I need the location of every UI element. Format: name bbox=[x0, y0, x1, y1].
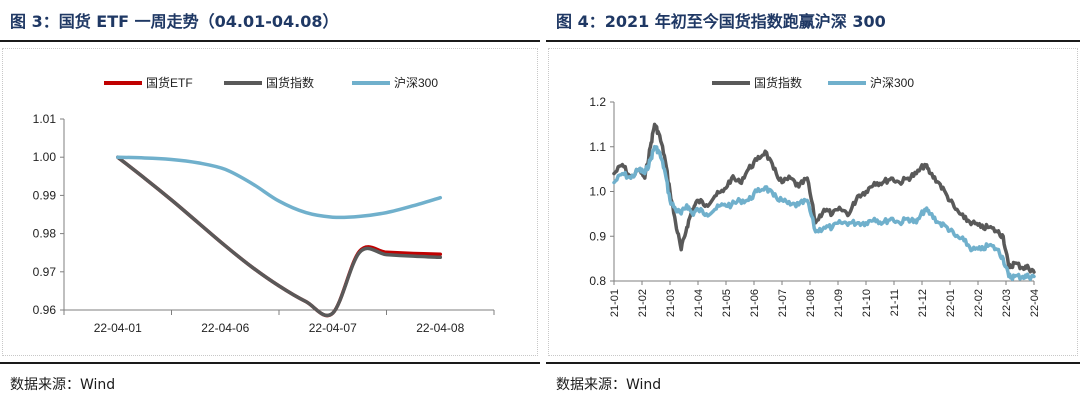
x-tick-label: 22-03 bbox=[1001, 289, 1013, 317]
y-tick-label: 0.98 bbox=[33, 227, 57, 241]
y-tick-label: 1.1 bbox=[589, 140, 606, 154]
y-tick-label: 0.99 bbox=[33, 188, 57, 202]
series-line bbox=[116, 155, 443, 318]
legend-label: 沪深300 bbox=[394, 76, 438, 90]
legend-label: 沪深300 bbox=[870, 76, 914, 90]
x-tick-label: 21-07 bbox=[777, 289, 789, 317]
y-tick-label: 0.96 bbox=[33, 303, 57, 317]
y-tick-label: 1.00 bbox=[33, 150, 57, 164]
legend-label: 国货指数 bbox=[754, 75, 802, 90]
chart-title: 图 4：2021 年初至今国货指数跑赢沪深 300 bbox=[556, 12, 886, 31]
data-source: 数据来源：Wind bbox=[556, 377, 662, 393]
plot-frame bbox=[2, 48, 538, 356]
x-tick-label: 21-06 bbox=[749, 289, 761, 317]
x-tick-label: 21-03 bbox=[665, 289, 677, 317]
x-tick-label: 22-04 bbox=[1029, 289, 1041, 317]
legend-label: 国货指数 bbox=[266, 75, 314, 90]
legend-label: 国货ETF bbox=[146, 75, 193, 90]
series-line bbox=[612, 144, 1036, 282]
index-vs-csi300-chart: 0.8 0.9 1.0 1.1 1.2 21-01 21-02 21-03 21-04 21-05… bbox=[589, 75, 1041, 317]
series-line bbox=[116, 155, 443, 220]
x-tick-label: 21-04 bbox=[693, 289, 705, 317]
plot-frame bbox=[548, 48, 1078, 356]
title-rule bbox=[546, 40, 1080, 42]
x-tick-label: 22-01 bbox=[945, 289, 957, 317]
source-rule bbox=[546, 362, 1080, 364]
chart-panel-left: 图 3：国货 ETF 一周走势（04.01-04.08） 0.96 0.97 0.9… bbox=[0, 12, 540, 393]
x-tick-label: 21-01 bbox=[609, 289, 621, 317]
etf-weekly-chart: 0.96 0.97 0.98 0.99 1.00 1.01 22-04-01 22-04-06… bbox=[33, 75, 495, 335]
y-tick-label: 0.97 bbox=[33, 265, 57, 279]
y-tick-label: 1.2 bbox=[589, 95, 606, 109]
source-rule bbox=[0, 362, 540, 364]
y-tick-label: 1.0 bbox=[589, 185, 606, 199]
chart-panel-right: 图 4：2021 年初至今国货指数跑赢沪深 300 0.8 0.9 1.0 1.1 1.… bbox=[546, 0, 1080, 407]
x-tick-label: 21-11 bbox=[889, 289, 901, 316]
y-tick-label: 0.9 bbox=[589, 229, 606, 243]
x-tick-label: 22-04-07 bbox=[309, 321, 357, 335]
x-tick-label: 21-09 bbox=[833, 289, 845, 317]
chart-title: 图 3：国货 ETF 一周走势（04.01-04.08） bbox=[10, 12, 339, 31]
x-tick-label: 22-04-06 bbox=[201, 321, 249, 335]
x-tick-label: 21-10 bbox=[861, 289, 873, 317]
data-source: 数据来源：Wind bbox=[10, 377, 116, 393]
x-tick-label: 22-02 bbox=[973, 289, 985, 317]
x-tick-label: 21-02 bbox=[637, 289, 649, 317]
x-tick-label: 21-12 bbox=[917, 289, 929, 317]
x-tick-label: 22-04-01 bbox=[94, 321, 142, 335]
series-line bbox=[116, 155, 443, 318]
x-tick-label: 22-04-08 bbox=[416, 321, 464, 335]
x-tick-label: 21-05 bbox=[721, 289, 733, 317]
y-tick-label: 1.01 bbox=[33, 112, 57, 126]
x-tick-label: 21-08 bbox=[805, 289, 817, 317]
y-tick-label: 0.8 bbox=[589, 274, 606, 288]
title-rule bbox=[0, 40, 540, 42]
